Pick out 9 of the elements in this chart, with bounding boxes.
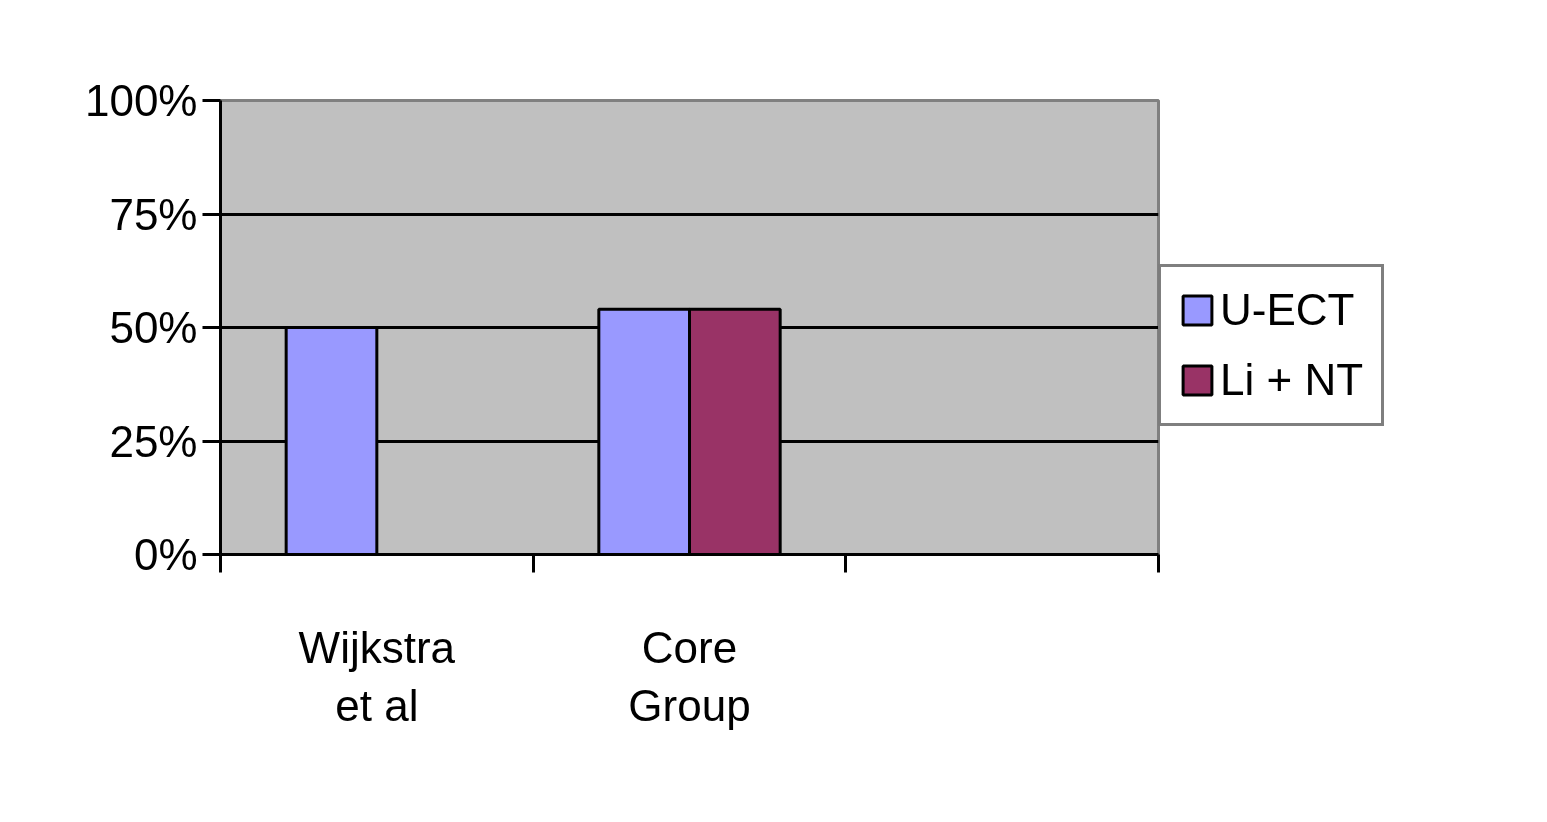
x-tick-label: Wijkstra et al xyxy=(298,622,456,731)
y-tick-label: 50% xyxy=(109,303,198,352)
y-tick-label: 25% xyxy=(109,416,198,466)
y-tick-label: 75% xyxy=(109,189,198,239)
y-tick-label: 100% xyxy=(84,76,198,125)
legend-label: U-ECT xyxy=(1220,285,1355,335)
legend-label: Li + NT xyxy=(1220,355,1364,405)
x-tick-label: Core Group xyxy=(628,622,751,731)
y-tick-label: 0% xyxy=(133,530,198,579)
